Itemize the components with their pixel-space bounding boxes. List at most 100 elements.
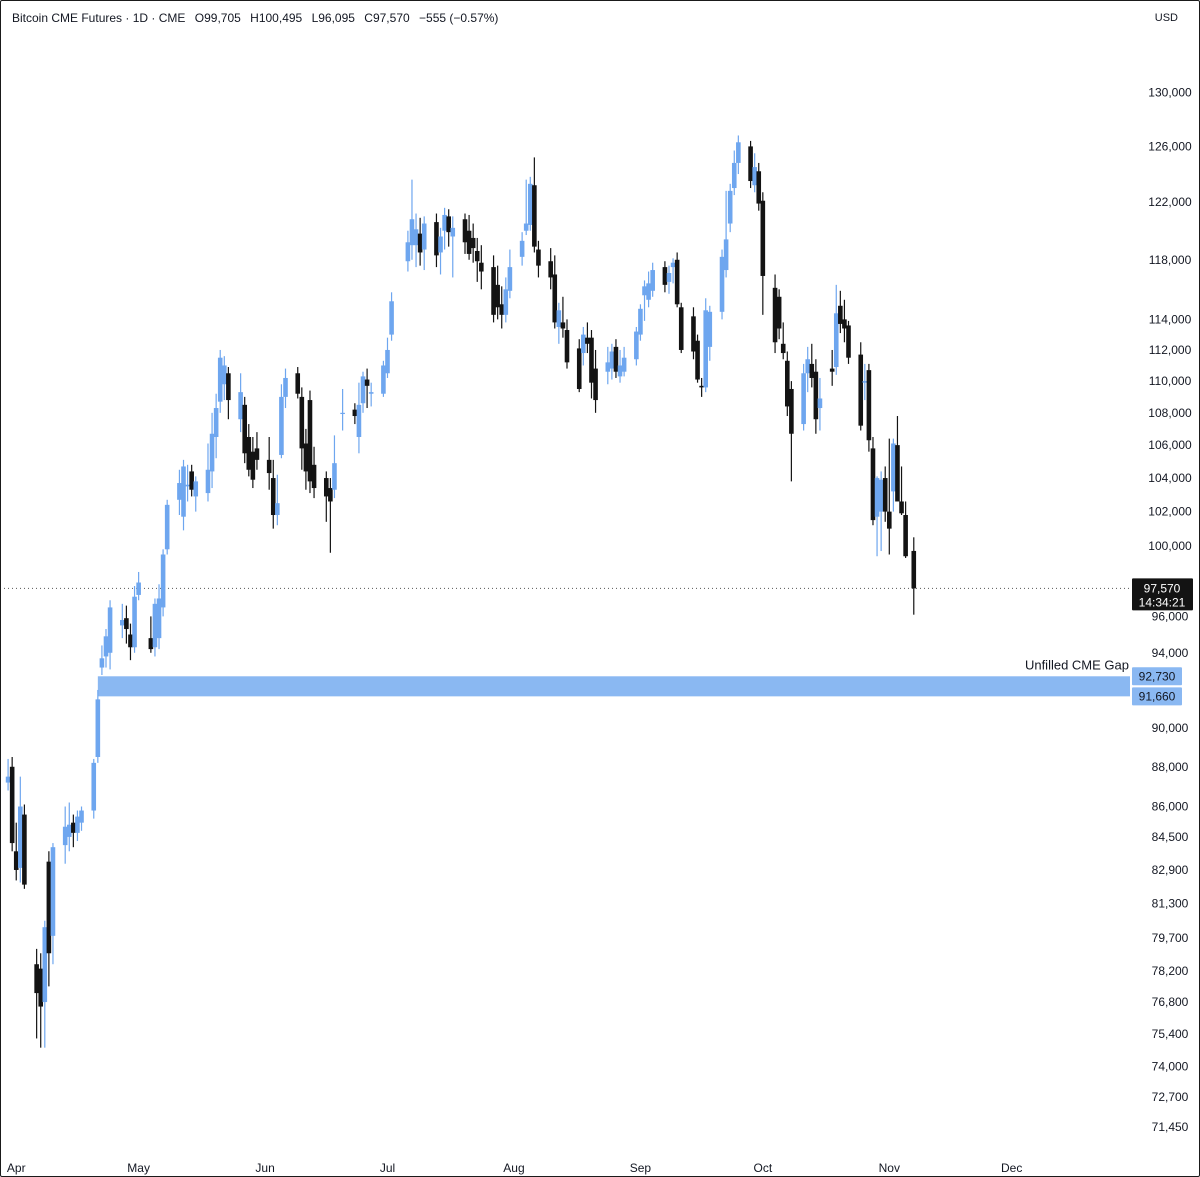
- candle[interactable]: [662, 261, 668, 293]
- candle[interactable]: [9, 756, 15, 852]
- candle[interactable]: [886, 438, 892, 555]
- candle[interactable]: [829, 349, 835, 386]
- candle[interactable]: [646, 271, 651, 308]
- candle[interactable]: [299, 387, 305, 470]
- candle[interactable]: [205, 443, 211, 502]
- candle[interactable]: [752, 153, 757, 193]
- candle[interactable]: [413, 213, 419, 268]
- candle[interactable]: [589, 330, 594, 399]
- candle[interactable]: [434, 213, 439, 268]
- candle[interactable]: [878, 471, 884, 552]
- candle[interactable]: [899, 466, 904, 516]
- candle[interactable]: [911, 537, 917, 615]
- candle[interactable]: [136, 571, 141, 601]
- candle[interactable]: [128, 623, 133, 661]
- candle[interactable]: [678, 302, 684, 354]
- candle[interactable]: [323, 471, 329, 522]
- candle[interactable]: [552, 255, 558, 329]
- candle[interactable]: [164, 499, 170, 555]
- candle[interactable]: [368, 382, 374, 407]
- candle[interactable]: [328, 478, 333, 553]
- candle[interactable]: [160, 549, 166, 617]
- candle[interactable]: [275, 474, 280, 526]
- candle[interactable]: [13, 822, 19, 881]
- candle[interactable]: [560, 296, 566, 338]
- candle[interactable]: [217, 349, 223, 413]
- candle[interactable]: [527, 176, 533, 231]
- candle[interactable]: [858, 342, 864, 431]
- candle[interactable]: [772, 274, 778, 354]
- candle[interactable]: [22, 804, 27, 889]
- candle[interactable]: [605, 346, 611, 385]
- candle[interactable]: [593, 349, 598, 413]
- candle[interactable]: [719, 249, 725, 320]
- candle[interactable]: [62, 806, 68, 864]
- candle[interactable]: [381, 360, 386, 397]
- candle[interactable]: [340, 388, 345, 431]
- candle[interactable]: [760, 192, 766, 315]
- candle[interactable]: [79, 806, 84, 831]
- candle[interactable]: [748, 140, 753, 189]
- candle[interactable]: [474, 237, 480, 282]
- candle[interactable]: [38, 953, 44, 1048]
- candle[interactable]: [226, 367, 231, 420]
- candle[interactable]: [95, 689, 101, 763]
- candle[interactable]: [874, 476, 880, 557]
- candle[interactable]: [71, 814, 76, 848]
- candle[interactable]: [801, 363, 806, 431]
- candle[interactable]: [862, 363, 868, 401]
- candle[interactable]: [238, 373, 243, 433]
- candle[interactable]: [707, 305, 713, 361]
- candle[interactable]: [124, 605, 129, 644]
- candle[interactable]: [691, 307, 696, 360]
- candle[interactable]: [674, 252, 680, 308]
- candle[interactable]: [462, 213, 468, 254]
- candle[interactable]: [576, 339, 582, 393]
- candle[interactable]: [699, 377, 704, 397]
- candle[interactable]: [695, 334, 700, 383]
- candle[interactable]: [585, 322, 590, 354]
- candle[interactable]: [736, 135, 741, 175]
- candle[interactable]: [91, 758, 97, 819]
- candle[interactable]: [756, 162, 762, 211]
- candle[interactable]: [507, 249, 513, 299]
- candle[interactable]: [352, 403, 358, 425]
- candle[interactable]: [356, 382, 362, 454]
- candle[interactable]: [634, 326, 639, 366]
- candle[interactable]: [621, 346, 627, 377]
- candle[interactable]: [556, 302, 562, 344]
- candle[interactable]: [364, 368, 370, 409]
- candle[interactable]: [307, 390, 313, 494]
- candle[interactable]: [870, 436, 876, 526]
- candle[interactable]: [42, 920, 48, 1048]
- candle[interactable]: [254, 432, 260, 470]
- candle[interactable]: [156, 584, 162, 650]
- candle[interactable]: [817, 377, 823, 431]
- candle[interactable]: [246, 424, 252, 477]
- candle[interactable]: [18, 776, 23, 883]
- candle[interactable]: [495, 265, 500, 320]
- candle[interactable]: [132, 586, 137, 653]
- candle[interactable]: [670, 258, 676, 284]
- candle[interactable]: [523, 179, 529, 236]
- candle[interactable]: [303, 428, 309, 490]
- candle[interactable]: [148, 616, 154, 653]
- candle[interactable]: [360, 371, 366, 413]
- candle[interactable]: [776, 289, 782, 340]
- candle[interactable]: [34, 948, 39, 1039]
- candle[interactable]: [250, 436, 256, 489]
- candle[interactable]: [499, 286, 505, 329]
- candle[interactable]: [548, 248, 553, 290]
- candle[interactable]: [107, 600, 113, 670]
- candle[interactable]: [785, 351, 790, 417]
- candle[interactable]: [613, 339, 619, 378]
- candle[interactable]: [479, 245, 484, 290]
- candle[interactable]: [780, 322, 786, 360]
- candle[interactable]: [66, 802, 72, 852]
- currency-label[interactable]: USD: [1154, 12, 1178, 24]
- candle[interactable]: [446, 209, 451, 247]
- candle[interactable]: [723, 190, 729, 278]
- candle[interactable]: [213, 393, 219, 459]
- candle[interactable]: [536, 240, 541, 278]
